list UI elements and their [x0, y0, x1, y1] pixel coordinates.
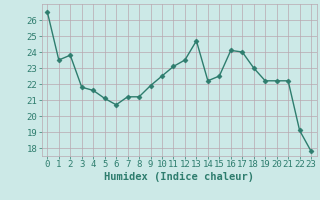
X-axis label: Humidex (Indice chaleur): Humidex (Indice chaleur)	[104, 172, 254, 182]
